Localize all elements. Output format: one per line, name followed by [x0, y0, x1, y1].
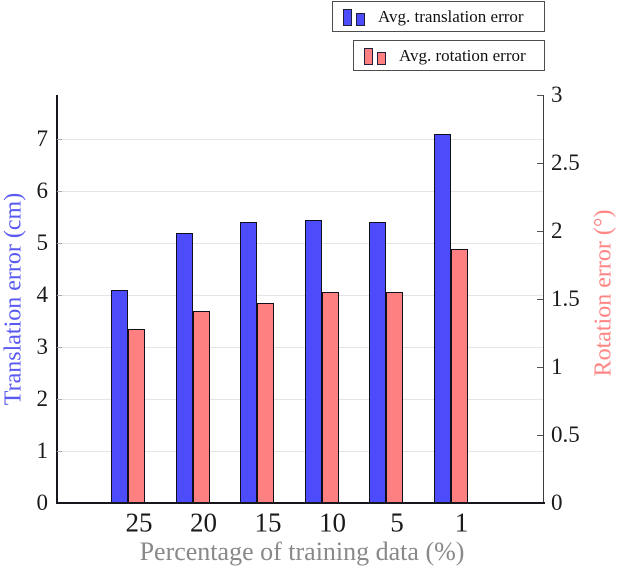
legend-label-translation: Avg. translation error [378, 7, 524, 26]
bar-translation-25 [111, 289, 128, 503]
y-tick-mark-right [537, 298, 543, 300]
y-tick-label-left-4: 4 [36, 282, 49, 308]
bar-translation-20 [175, 232, 193, 503]
y-tick-mark-left [57, 242, 62, 244]
y-axis-line-left [55, 95, 58, 503]
gridline [57, 450, 543, 452]
y-tick-mark-right [537, 434, 543, 436]
y-tick-mark-left [57, 346, 62, 348]
bar-translation-5 [369, 222, 386, 503]
y-tick-label-left-1: 1 [36, 438, 49, 464]
y-tick-label-left-6: 6 [36, 178, 49, 204]
bar-translation-10 [304, 219, 322, 503]
gridline [57, 242, 543, 244]
bar-rotation-15 [257, 303, 274, 503]
legend-translation-error: Avg. translation error [332, 1, 545, 32]
legend-mini-bar [377, 52, 386, 65]
y-tick-mark-right [537, 230, 543, 232]
y-tick-label-right-0: 0 [551, 490, 563, 515]
y-tick-mark-right [537, 366, 543, 368]
gridline [57, 138, 543, 140]
legend-mini-bar [343, 9, 352, 26]
gridline [57, 398, 543, 400]
y-tick-label-right-1: 1 [551, 354, 563, 379]
legend-rotation-error: Avg. rotation error [353, 40, 545, 71]
y-axis-title-right: Rotation error (°) [590, 209, 617, 377]
y-tick-mark-right [537, 162, 543, 164]
bar-rotation-1 [450, 248, 468, 503]
x-tick-label-25: 25 [125, 507, 153, 538]
y-tick-mark-left [57, 138, 62, 140]
y-tick-label-right-2: 2 [551, 218, 563, 243]
y-tick-label-left-3: 3 [36, 334, 49, 360]
translation-bars-icon [343, 9, 365, 26]
bar-rotation-5 [386, 292, 403, 503]
legend-label-rotation: Avg. rotation error [399, 46, 526, 65]
x-tick-label-10: 10 [319, 507, 346, 538]
gridline [57, 190, 543, 192]
y-tick-label-right-3: 3 [551, 82, 563, 107]
bar-translation-1 [433, 133, 451, 503]
y-tick-label-left-2: 2 [36, 386, 49, 412]
y-tick-label-right-1.5: 1.5 [551, 286, 580, 311]
y-tick-mark-left [57, 294, 62, 296]
y-axis-line-right [542, 95, 545, 503]
y-tick-label-left-7: 7 [36, 126, 49, 152]
bar-translation-15 [240, 222, 257, 503]
rotation-bars-icon [364, 48, 386, 65]
gridline [57, 294, 543, 296]
plot-area [57, 95, 543, 503]
legend-mini-bar [356, 13, 365, 26]
bar-rotation-10 [321, 292, 339, 503]
y-tick-label-right-2.5: 2.5 [551, 150, 580, 175]
gridline [57, 346, 543, 348]
x-tick-label-20: 20 [190, 507, 217, 538]
bar-rotation-20 [192, 311, 210, 503]
y-tick-mark-left [57, 398, 62, 400]
x-tick-label-1: 1 [454, 507, 469, 538]
y-tick-label-right-0.5: 0.5 [551, 422, 580, 447]
x-axis-line [55, 501, 545, 504]
bar-rotation-25 [128, 328, 145, 503]
y-tick-label-left-5: 5 [36, 230, 49, 256]
legend-mini-bar [364, 48, 373, 65]
y-tick-mark-left [57, 450, 62, 452]
x-tick-label-15: 15 [254, 507, 282, 538]
y-tick-label-left-0: 0 [36, 490, 49, 515]
y-tick-mark-left [57, 190, 62, 192]
y-tick-mark-right [537, 94, 543, 96]
x-axis-title: Percentage of training data (%) [139, 537, 465, 566]
x-tick-label-5: 5 [390, 507, 404, 538]
